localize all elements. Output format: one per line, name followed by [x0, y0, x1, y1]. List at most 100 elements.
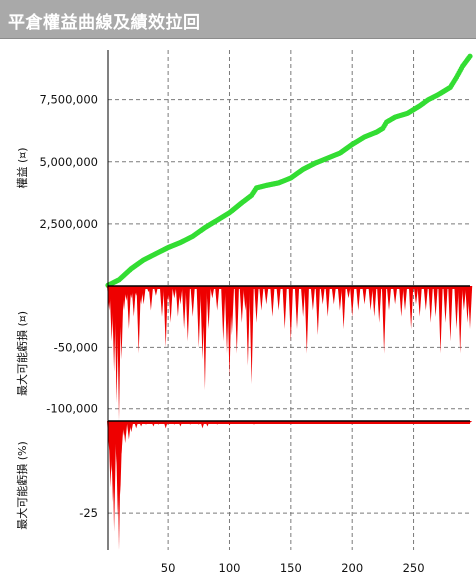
drawdown-amount-spike	[368, 286, 373, 311]
drawdown-amount-spike	[196, 286, 201, 348]
drawdown-amount-spike	[270, 286, 275, 317]
drawdown-amount-spike	[210, 286, 215, 299]
drawdown-amount-spike	[325, 286, 330, 317]
drawdown-amount-spike	[399, 286, 404, 317]
y-tick-label: 7,500,000	[39, 93, 98, 107]
x-tick-label: 250	[403, 561, 425, 575]
y-axis-label: 權益 (¤)	[15, 147, 29, 188]
drawdown-amount-spike	[148, 286, 154, 311]
label-layer: 2,500,000 5,000,000 7,500,000 權益 (¤) -50,000…	[15, 93, 425, 575]
x-tick-label: 150	[280, 561, 302, 575]
drawdown-amount-spike	[386, 286, 392, 311]
drawdown-amount-spike	[168, 286, 173, 323]
drawdown-amount-spike	[467, 286, 473, 329]
drawdown-percent-panel	[107, 421, 473, 550]
drawdown-amount-spike	[116, 286, 122, 421]
drawdown-amount-spike	[337, 286, 343, 311]
drawdown-amount-spike	[276, 286, 281, 311]
drawdown-amount-spike	[428, 286, 433, 323]
drawdown-amount-spike	[304, 286, 309, 354]
drawdown-amount-spike	[288, 286, 293, 342]
drawdown-amount-spike	[126, 286, 132, 329]
axis-layer	[107, 50, 470, 550]
drawdown-amount-spike	[341, 286, 346, 329]
drawdown-amount-spike	[215, 286, 220, 311]
y-tick-label: -50,000	[54, 340, 98, 354]
drawdown-amount-spike	[356, 286, 361, 311]
drawdown-amount-spike	[264, 286, 269, 305]
drawdown-amount-spike	[346, 286, 351, 299]
drawdown-amount-spike	[310, 286, 316, 311]
drawdown-amount-spike	[443, 286, 448, 323]
drawdown-amount-spike	[433, 286, 438, 317]
drawdown-amount-spike	[202, 286, 208, 391]
drawdown-amount-spike	[362, 286, 367, 305]
drawdown-amount-spike	[320, 286, 325, 305]
drawdown-percent-spike	[126, 421, 132, 440]
drawdown-amount-spike	[239, 286, 244, 323]
equity-panel	[105, 53, 473, 288]
y-axis-label: 最大可能虧損 (¤)	[15, 311, 29, 396]
drawdown-amount-spike	[131, 286, 136, 317]
drawdown-amount-spike	[381, 286, 387, 354]
drawdown-amount-spike	[448, 286, 453, 342]
drawdown-amount-spike	[141, 286, 146, 305]
drawdown-amount-spike	[178, 286, 183, 305]
window-title: 平倉權益曲線及績效拉回	[8, 13, 201, 33]
drawdown-amount-spike	[229, 286, 235, 336]
drawdown-amount-spike	[119, 286, 124, 360]
drawdown-amount-spike	[227, 286, 232, 378]
drawdown-amount-spike	[438, 286, 443, 354]
drawdown-amount-spike	[408, 286, 414, 329]
y-tick-label: 5,000,000	[39, 155, 98, 169]
equity-point	[467, 53, 473, 59]
drawdown-amount-spike	[377, 286, 382, 323]
drawdown-percent-spike	[123, 421, 128, 444]
drawdown-amount-spike	[172, 286, 177, 299]
grid-layer	[108, 50, 470, 550]
drawdown-amount-spike	[282, 286, 287, 329]
drawdown-amount-spike	[190, 286, 195, 317]
drawdown-baseline-fill	[108, 286, 470, 289]
drawdown-amount-spike	[294, 286, 300, 329]
x-tick-label: 50	[161, 561, 176, 575]
y-tick-label: -100,000	[46, 402, 98, 416]
drawdown-amount-spike	[454, 286, 459, 329]
drawdown-amount-spike	[175, 286, 181, 317]
x-tick-label: 200	[341, 561, 363, 575]
y-tick-label: 2,500,000	[39, 217, 98, 231]
drawdown-amount-spike	[417, 286, 422, 317]
drawdown-amount-spike	[331, 286, 336, 305]
drawdown-amount-spike	[372, 286, 377, 317]
drawdown-amount-spike	[121, 286, 127, 311]
y-axis-label: 最大可能虧損 (%)	[15, 441, 29, 530]
drawdown-amount-spike	[350, 286, 355, 317]
drawdown-amount-spike	[159, 286, 165, 317]
drawdown-amount-spike	[163, 286, 168, 348]
drawdown-amount-spike	[458, 286, 463, 354]
drawdown-percent-spike	[119, 421, 124, 455]
drawdown-amount-spike	[185, 286, 190, 342]
drawdown-amount-spike	[461, 286, 467, 311]
drawdown-amount-spike	[259, 286, 264, 311]
drawdown-amount-panel	[107, 286, 473, 421]
title-bar: 平倉權益曲線及績效拉回	[0, 0, 476, 39]
drawdown-amount-spike	[221, 286, 226, 342]
drawdown-amount-spike	[249, 286, 254, 385]
drawdown-baseline-fill	[108, 421, 470, 424]
x-tick-label: 100	[219, 561, 241, 575]
drawdown-amount-spike	[234, 286, 239, 354]
y-tick-label: -25	[79, 506, 98, 520]
drawdown-amount-spike	[392, 286, 398, 305]
drawdown-amount-spike	[413, 286, 419, 305]
drawdown-amount-spike	[206, 286, 211, 329]
drawdown-amount-spike	[136, 286, 141, 354]
drawdown-amount-spike	[402, 286, 408, 311]
drawdown-amount-spike	[315, 286, 320, 336]
drawdown-amount-spike	[254, 286, 259, 323]
drawdown-percent-spike	[111, 421, 117, 532]
drawdown-amount-spike	[181, 286, 187, 329]
drawdown-amount-spike	[300, 286, 306, 317]
drawdown-amount-spike	[423, 286, 428, 311]
chart-area: 2,500,000 5,000,000 7,500,000 權益 (¤) -50,000…	[15, 50, 473, 575]
